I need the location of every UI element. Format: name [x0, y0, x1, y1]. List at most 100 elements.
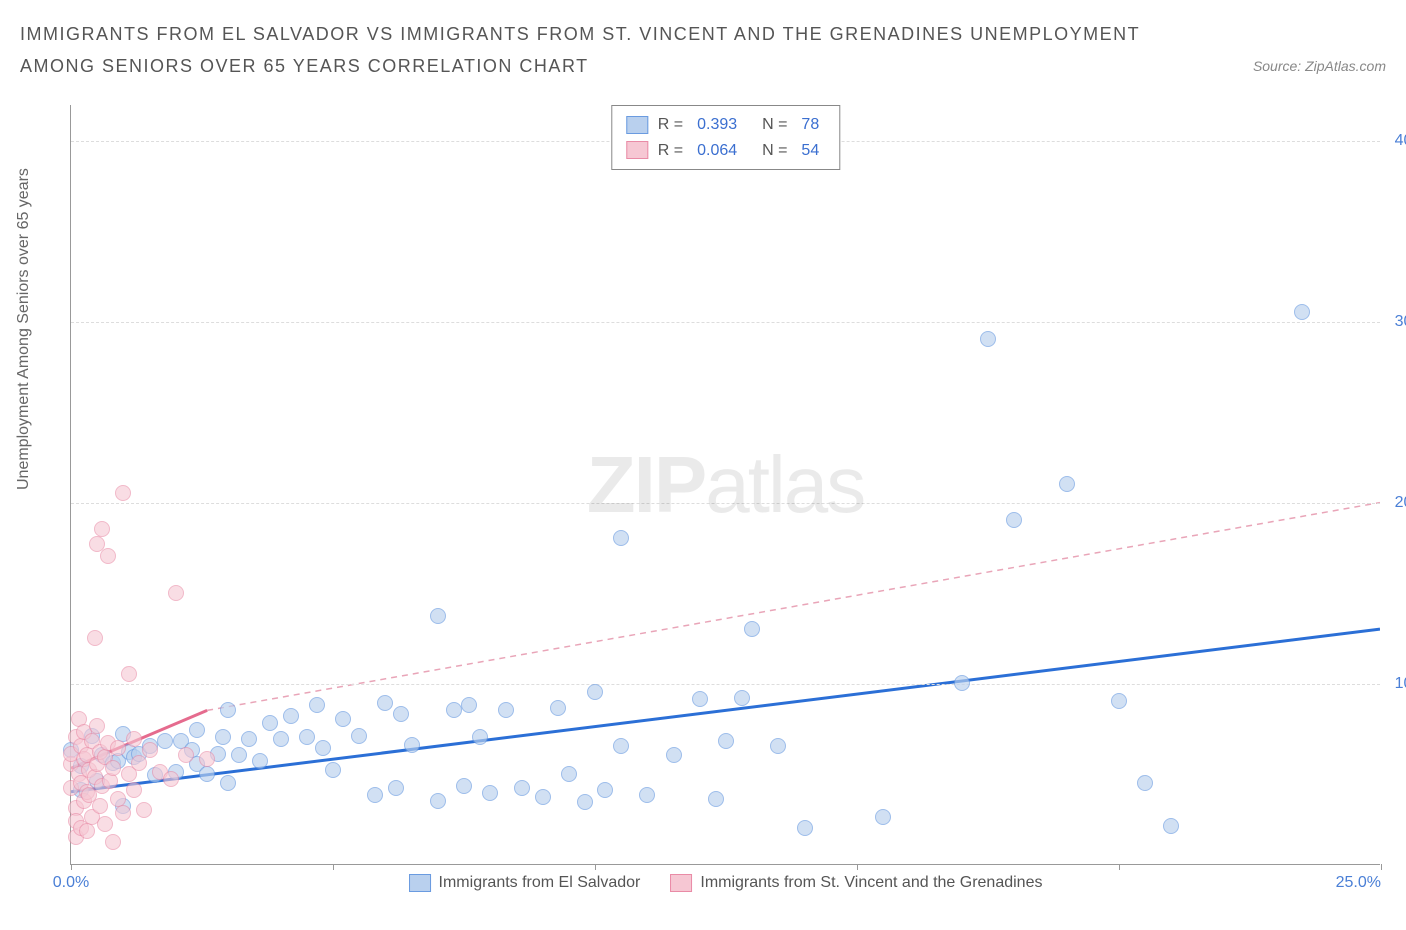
trend-lines-layer [71, 105, 1380, 864]
data-point [456, 778, 472, 794]
gridline [71, 322, 1380, 323]
data-point [1006, 512, 1022, 528]
data-point [666, 747, 682, 763]
data-point [199, 751, 215, 767]
data-point [377, 695, 393, 711]
data-point [168, 585, 184, 601]
data-point [115, 805, 131, 821]
x-tick [595, 864, 596, 870]
data-point [335, 711, 351, 727]
data-point [692, 691, 708, 707]
data-point [100, 548, 116, 564]
data-point [446, 702, 462, 718]
y-tick-label: 40.0% [1395, 132, 1406, 150]
data-point [1294, 304, 1310, 320]
trend-line [71, 629, 1380, 792]
data-point [980, 331, 996, 347]
legend-bottom: Immigrants from El Salvador Immigrants fr… [409, 874, 1043, 892]
data-point [535, 789, 551, 805]
data-point [587, 684, 603, 700]
n-value: 78 [801, 112, 819, 138]
trend-line-extrapolated [207, 503, 1380, 711]
data-point [351, 728, 367, 744]
data-point [126, 731, 142, 747]
legend-stats-box: R =0.393 N =78R =0.064 N =54 [611, 105, 840, 170]
data-point [744, 621, 760, 637]
r-value: 0.393 [697, 112, 737, 138]
data-point [157, 733, 173, 749]
header-row: IMMIGRANTS FROM EL SALVADOR VS IMMIGRANT… [20, 18, 1386, 83]
data-point [718, 733, 734, 749]
data-point [597, 782, 613, 798]
x-tick-label: 25.0% [1336, 874, 1381, 892]
data-point [1137, 775, 1153, 791]
y-tick-label: 10.0% [1395, 675, 1406, 693]
x-tick [1119, 864, 1120, 870]
data-point [94, 521, 110, 537]
data-point [393, 706, 409, 722]
data-point [734, 690, 750, 706]
legend-swatch [409, 874, 431, 892]
x-tick [1381, 864, 1382, 870]
data-point [498, 702, 514, 718]
data-point [325, 762, 341, 778]
data-point [262, 715, 278, 731]
data-point [404, 737, 420, 753]
n-value: 54 [801, 138, 819, 164]
data-point [430, 793, 446, 809]
data-point [482, 785, 498, 801]
data-point [220, 702, 236, 718]
data-point [1111, 693, 1127, 709]
data-point [797, 820, 813, 836]
data-point [708, 791, 724, 807]
data-point [309, 697, 325, 713]
data-point [283, 708, 299, 724]
data-point [472, 729, 488, 745]
data-point [461, 697, 477, 713]
legend-swatch [626, 141, 648, 159]
data-point [126, 782, 142, 798]
legend-item: Immigrants from St. Vincent and the Gren… [670, 874, 1042, 892]
data-point [241, 731, 257, 747]
legend-stat-row: R =0.064 N =54 [626, 138, 825, 164]
gridline [71, 503, 1380, 504]
data-point [110, 740, 126, 756]
data-point [115, 485, 131, 501]
data-point [273, 731, 289, 747]
data-point [430, 608, 446, 624]
data-point [105, 760, 121, 776]
data-point [954, 675, 970, 691]
data-point [178, 747, 194, 763]
data-point [92, 798, 108, 814]
data-point [299, 729, 315, 745]
data-point [550, 700, 566, 716]
data-point [577, 794, 593, 810]
data-point [252, 753, 268, 769]
data-point [613, 738, 629, 754]
plot-area: ZIPatlas R =0.393 N =78R =0.064 N =54 Im… [70, 105, 1380, 865]
chart-title: IMMIGRANTS FROM EL SALVADOR VS IMMIGRANT… [20, 18, 1140, 83]
legend-label: Immigrants from St. Vincent and the Gren… [700, 874, 1042, 892]
data-point [613, 530, 629, 546]
data-point [163, 771, 179, 787]
x-tick-label: 0.0% [53, 874, 89, 892]
gridline [71, 684, 1380, 685]
data-point [315, 740, 331, 756]
data-point [231, 747, 247, 763]
data-point [142, 742, 158, 758]
n-label: N = [753, 112, 787, 138]
watermark-bold: ZIP [587, 440, 705, 529]
data-point [770, 738, 786, 754]
data-point [121, 666, 137, 682]
data-point [561, 766, 577, 782]
x-tick [333, 864, 334, 870]
data-point [639, 787, 655, 803]
legend-swatch [626, 116, 648, 134]
legend-item: Immigrants from El Salvador [409, 874, 641, 892]
data-point [189, 722, 205, 738]
data-point [97, 816, 113, 832]
legend-label: Immigrants from El Salvador [439, 874, 641, 892]
data-point [1059, 476, 1075, 492]
data-point [1163, 818, 1179, 834]
data-point [514, 780, 530, 796]
